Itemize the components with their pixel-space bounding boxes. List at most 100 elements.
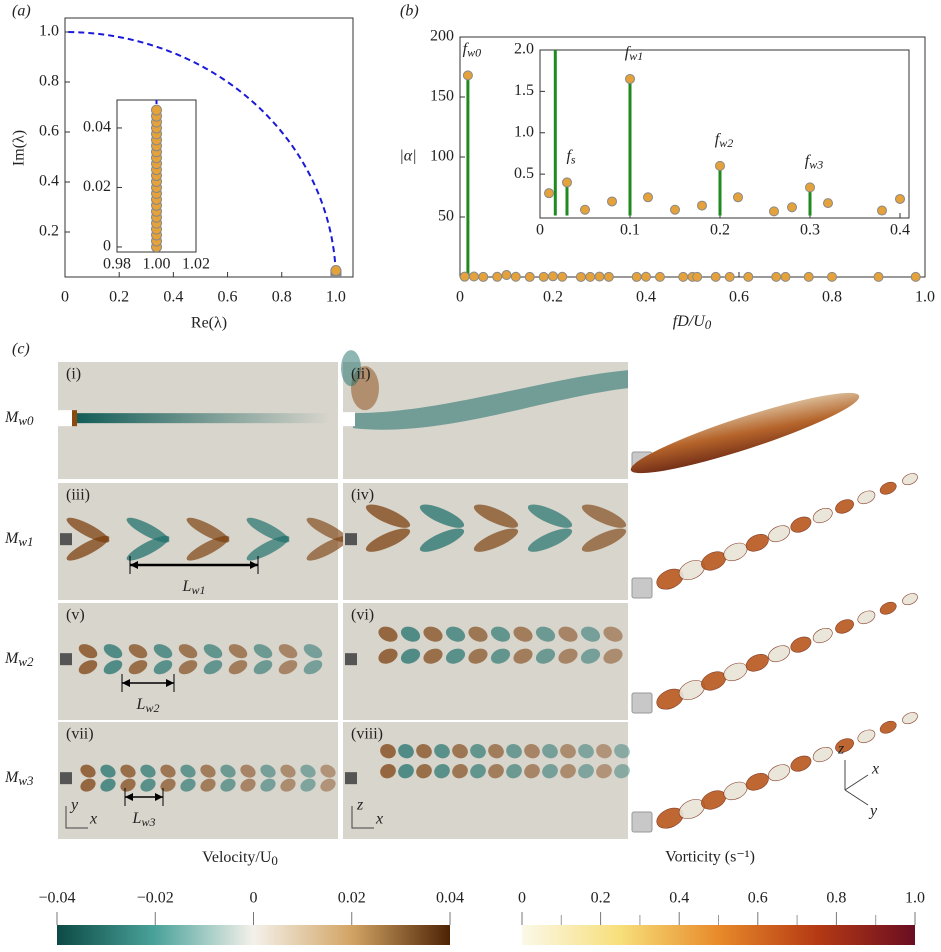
wake-structure — [300, 764, 316, 778]
wake-structure — [80, 764, 96, 778]
wake-structure — [140, 764, 156, 778]
eigenvalue-point — [332, 276, 340, 277]
wake-structure — [306, 535, 350, 561]
vortex-ring — [768, 525, 791, 543]
point — [492, 271, 503, 282]
point — [678, 271, 689, 282]
wake-structure — [200, 778, 216, 792]
image-label: (viii) — [351, 726, 383, 743]
wake-structure — [100, 778, 116, 792]
body — [60, 533, 72, 546]
mode-label-sub: w2 — [18, 654, 34, 669]
wake-structure — [180, 764, 196, 778]
image-label: (v) — [66, 607, 85, 624]
wake-structure — [423, 626, 443, 642]
wake-structure — [320, 764, 336, 778]
wake-structure — [452, 763, 468, 779]
vortex-core — [630, 392, 860, 474]
wake-structure — [473, 528, 519, 552]
wake-structure — [580, 648, 601, 664]
vortex-ring — [902, 473, 918, 486]
inset-point — [895, 193, 905, 204]
wake-structure — [468, 648, 488, 664]
x-axis-label: Re(λ) — [191, 315, 227, 332]
annotation: fs — [566, 147, 575, 166]
panel-label: (a) — [12, 3, 31, 20]
point — [873, 271, 884, 282]
wake-structure — [400, 648, 421, 664]
wake-band — [353, 370, 628, 430]
x-tick-label: 0.1 — [620, 222, 640, 239]
wake-structure — [203, 660, 223, 675]
point — [641, 271, 651, 282]
colorbar-title-main: Velocity/U — [202, 849, 272, 866]
wake-structure — [120, 778, 136, 792]
wake-structure — [246, 535, 290, 561]
annotation-sub: s — [571, 152, 576, 166]
wake-structure — [240, 764, 256, 778]
colorbar-tick-label: −0.02 — [137, 890, 174, 907]
wake-structure — [527, 504, 573, 528]
annotation: fw3 — [805, 152, 823, 171]
wake-structure — [66, 517, 110, 543]
wake-structure — [513, 648, 533, 664]
wake-structure — [434, 763, 450, 779]
y-tick-label: 0.5 — [514, 165, 534, 182]
y-tick-label: 150 — [430, 88, 454, 105]
y-tick-label: 1.0 — [514, 123, 534, 140]
inset-point — [151, 104, 162, 116]
wake-structure — [558, 626, 578, 642]
annotation-main: f — [566, 147, 573, 164]
length-label-sub: w2 — [145, 701, 159, 715]
x-tick-label: 0.6 — [729, 289, 749, 306]
image-label: (i) — [66, 366, 81, 383]
wake-structure — [419, 504, 465, 528]
axis-glyph-label: x — [375, 811, 383, 828]
point — [524, 271, 535, 282]
vortex-ring — [857, 729, 876, 744]
vortex-ring — [879, 720, 897, 734]
image-label: (iv) — [351, 487, 374, 504]
x-tick-label: 0.2 — [710, 222, 730, 239]
colorbar-tick-label: 0 — [518, 890, 526, 907]
wake-structure — [300, 778, 316, 792]
wake-structure — [560, 743, 576, 759]
panel-label: (b) — [400, 3, 419, 20]
vortex-ring — [745, 654, 769, 672]
wake-structure — [558, 648, 578, 664]
wake-structure — [614, 743, 630, 759]
wake-structure — [365, 528, 411, 552]
vortex-ring — [902, 593, 918, 606]
wake-streak — [70, 413, 330, 424]
colorbar — [57, 925, 450, 945]
velocity-field — [58, 722, 338, 839]
vortex-ring — [768, 764, 791, 782]
wake-structure — [246, 517, 290, 543]
x-tick-label: 0.8 — [272, 289, 292, 306]
axis-glyph — [351, 806, 374, 829]
wake-structure — [524, 763, 540, 779]
wake-structure — [126, 517, 170, 543]
body — [343, 412, 355, 427]
wake-structure — [614, 763, 630, 779]
point — [478, 271, 489, 282]
colorbar-tick-label: 1.0 — [905, 890, 925, 907]
mode-label: Mw2 — [4, 650, 34, 669]
wake-structure — [78, 660, 98, 675]
x-tick-label: 0 — [456, 289, 464, 306]
colorbar-tick-label: −0.04 — [38, 890, 75, 907]
mode-label-sub: w3 — [18, 773, 34, 788]
wake-structure — [303, 644, 323, 659]
y-tick-label: 2.0 — [514, 41, 534, 58]
point — [462, 70, 473, 81]
vortex-ring — [835, 619, 854, 634]
wake-structure — [306, 517, 350, 543]
wake-structure — [398, 763, 414, 779]
annotation-sub: w3 — [809, 157, 823, 171]
wake-structure — [186, 517, 230, 543]
inset-point — [715, 160, 725, 171]
wake-structure — [186, 535, 230, 561]
x-tick-label: 0.98 — [103, 256, 131, 273]
vortex-ring — [812, 746, 833, 763]
body — [60, 653, 72, 666]
